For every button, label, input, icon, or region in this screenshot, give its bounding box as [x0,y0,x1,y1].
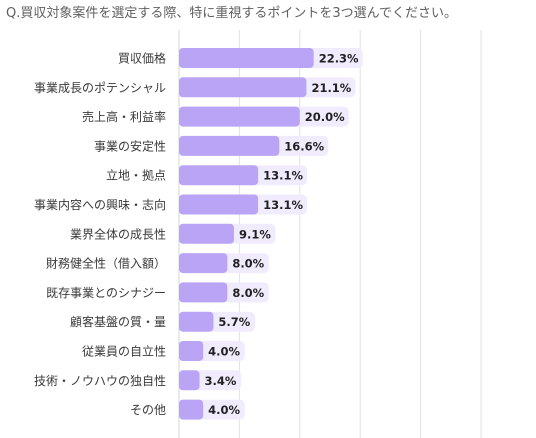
value-label: 13.1% [263,198,303,212]
category-label: その他 [130,403,166,417]
bar [179,370,200,391]
question-text: Q.買収対象案件を選定する際、特に重視するポイントを3つ選んでください。 [6,6,457,21]
value-label-bg [221,253,269,274]
value-label: 9.1% [239,227,271,241]
bar [179,106,300,127]
value-label-bg [197,399,245,420]
value-label-bg [227,223,276,244]
value-label: 4.0% [208,345,240,359]
bar [179,399,204,420]
value-label-bg [221,282,269,303]
value-label: 5.7% [218,315,250,329]
value-label: 8.0% [232,286,264,300]
category-label: 買収価格 [118,51,166,66]
value-label: 22.3% [319,52,359,66]
value-label-bg [293,106,349,127]
category-label: 従業員の自立性 [82,344,166,359]
value-label: 21.1% [311,81,351,95]
category-label: 顧客基盤の質・量 [70,314,166,329]
category-label: 技術・ノウハウの独自性 [34,374,166,388]
value-label-bg [307,48,363,68]
value-label-bg [252,194,308,215]
bar [179,223,234,244]
category-label: 事業の安定性 [94,138,166,153]
bar [179,341,204,361]
value-label-bg [273,135,329,156]
value-label: 3.4% [205,374,237,388]
bar [179,282,228,303]
value-label: 16.6% [284,139,324,153]
category-label: 立地・拠点 [106,168,166,183]
category-label: 業界全体の成長性 [70,226,166,241]
category-label: 事業成長のポテンシャル [34,81,166,95]
value-label-bg [197,341,245,361]
value-label: 13.1% [263,169,303,183]
category-label: 売上高・利益率 [82,109,166,124]
category-label: 事業内容への興味・志向 [34,197,166,212]
value-label: 4.0% [208,403,240,417]
bar [179,77,307,98]
value-label-bg [252,165,308,186]
value-label: 8.0% [232,257,264,271]
category-label: 財務健全性（借入額） [46,256,166,271]
value-label: 20.0% [305,110,345,124]
value-label-bg [193,370,242,391]
bar [179,311,214,332]
value-label-bg [207,311,256,332]
bar [179,135,280,156]
bar [179,253,228,274]
category-label: 既存事業とのシナジー [46,286,166,300]
bar [179,48,314,68]
value-label-bg [300,77,356,98]
bar [179,194,259,215]
bar [179,165,259,186]
